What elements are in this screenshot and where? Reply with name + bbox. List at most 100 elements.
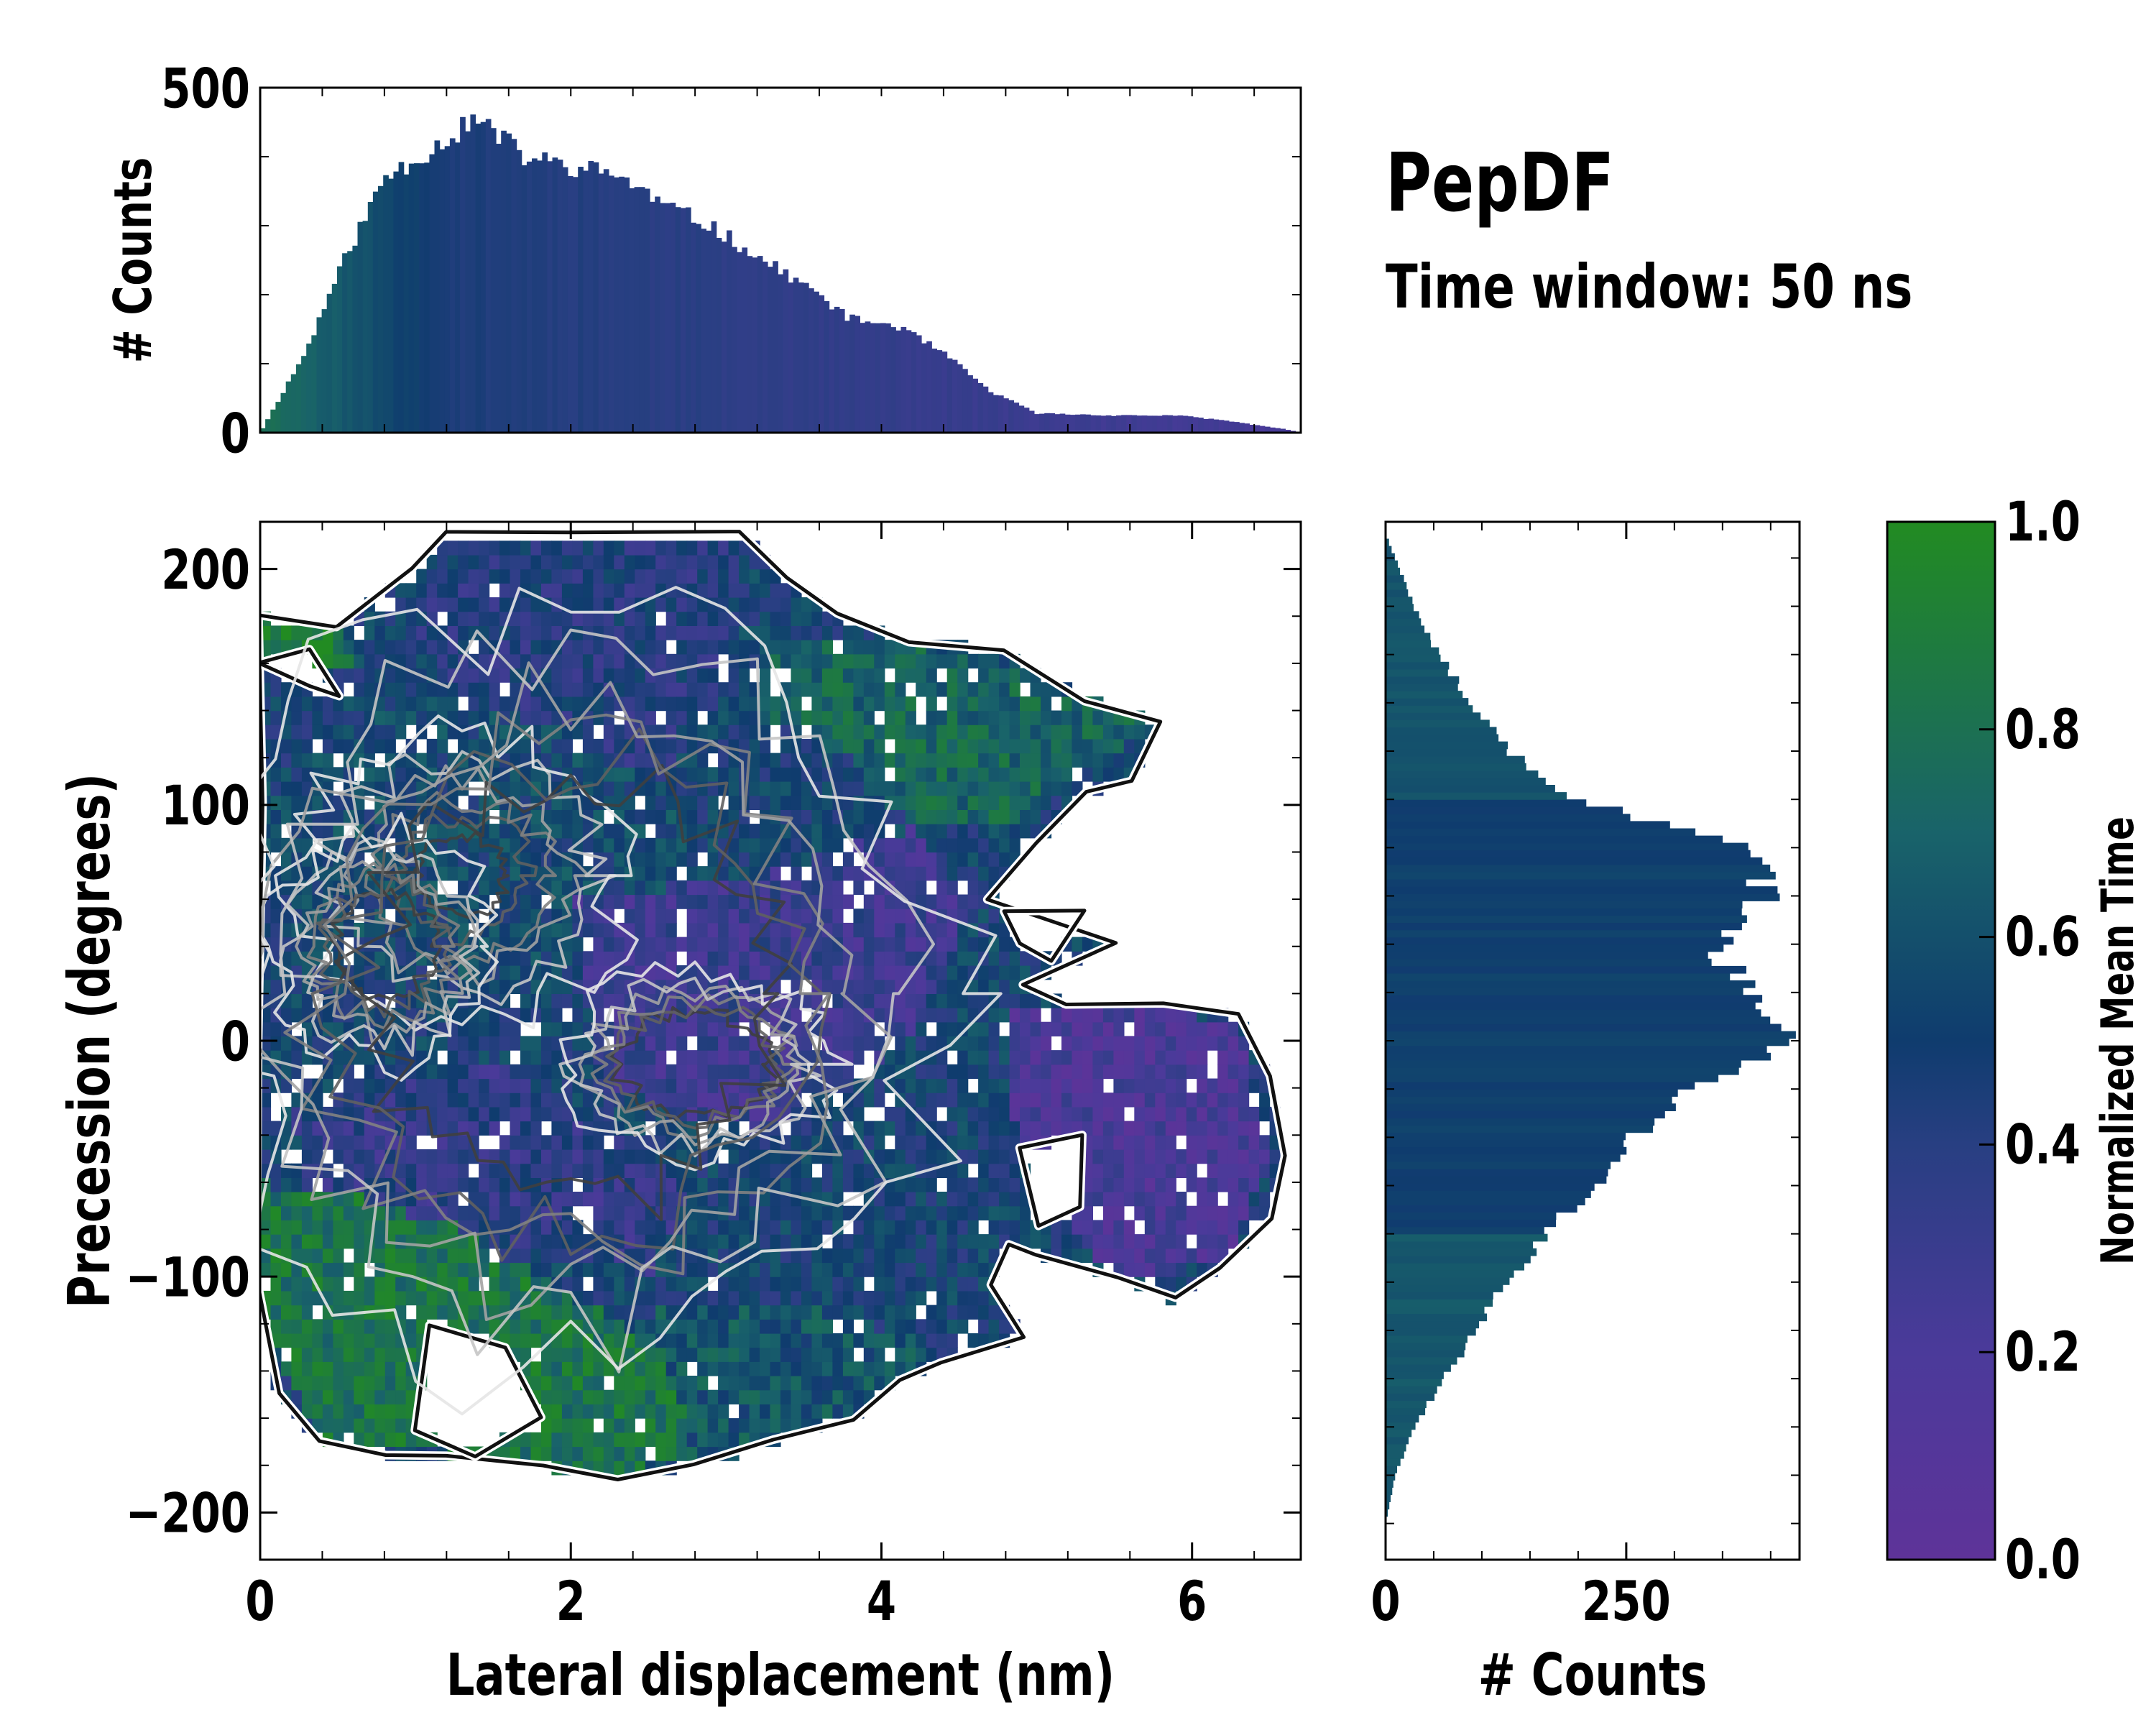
heatmap-cell <box>270 625 282 640</box>
heatmap-cell <box>572 1234 584 1249</box>
heatmap-cell <box>728 852 740 867</box>
heatmap-cell <box>895 710 906 725</box>
heatmap-cell <box>863 951 875 966</box>
heatmap-cell <box>624 1376 635 1391</box>
heatmap-cell <box>354 1106 365 1122</box>
heatmap-cell <box>967 809 979 824</box>
heatmap-cell <box>905 809 916 824</box>
heatmap-cell <box>395 1432 407 1448</box>
heatmap-cell <box>801 1347 813 1362</box>
heatmap-cell <box>936 1078 948 1093</box>
heatmap-cell <box>384 1276 396 1292</box>
heatmap-cell <box>510 1290 521 1306</box>
heatmap-cell <box>665 1192 677 1207</box>
heatmap-cell <box>1186 1220 1197 1235</box>
top-histogram-bar <box>747 256 753 433</box>
heatmap-cell <box>364 625 375 640</box>
heatmap-cell <box>916 809 927 824</box>
heatmap-cell <box>916 781 927 796</box>
top-histogram-bar <box>485 119 492 433</box>
heatmap-cell <box>1217 1021 1229 1036</box>
heatmap-cell <box>832 724 844 740</box>
heatmap-cell <box>333 1149 344 1164</box>
heatmap-cell <box>541 1234 553 1249</box>
heatmap-cell <box>655 668 667 683</box>
heatmap-cell <box>676 1404 688 1419</box>
heatmap-cell <box>270 1021 282 1036</box>
heatmap-cell <box>343 625 354 640</box>
heatmap-cell <box>593 1376 604 1391</box>
heatmap-cell <box>926 809 937 824</box>
heatmap-cell <box>718 1418 729 1433</box>
heatmap-cell <box>530 767 542 782</box>
heatmap-cell <box>1113 1177 1125 1192</box>
heatmap-cell <box>582 922 594 938</box>
heatmap-cell <box>946 1021 958 1036</box>
heatmap-cell <box>665 1319 677 1334</box>
heatmap-cell <box>384 738 396 754</box>
heatmap-cell <box>863 696 875 712</box>
heatmap-cell <box>853 682 865 697</box>
heatmap-cell <box>1123 1163 1135 1178</box>
heatmap-cell <box>301 1319 313 1334</box>
heatmap-cell <box>1197 1021 1208 1036</box>
heatmap-cell <box>1176 1248 1187 1264</box>
heatmap-cell <box>760 1389 771 1404</box>
top-histogram-bar <box>773 261 778 433</box>
heatmap-cell <box>447 1177 459 1192</box>
heatmap-cell <box>842 1248 854 1264</box>
heatmap-cell <box>1092 1092 1104 1108</box>
heatmap-cell <box>270 1319 282 1334</box>
heatmap-cell <box>541 1135 553 1150</box>
heatmap-cell <box>603 540 614 556</box>
heatmap-cell <box>1123 1064 1135 1080</box>
heatmap-cell <box>988 1177 1000 1192</box>
heatmap-cell <box>728 1432 740 1448</box>
heatmap-cell <box>957 1008 969 1023</box>
heatmap-cell <box>665 852 677 867</box>
heatmap-cell <box>541 696 553 712</box>
heatmap-cell <box>874 1078 885 1093</box>
heatmap-cell <box>988 1021 1000 1036</box>
heatmap-cell <box>686 880 698 896</box>
heatmap-cell <box>988 1192 1000 1207</box>
heatmap-cell <box>614 1446 625 1461</box>
heatmap-cell <box>551 979 563 994</box>
heatmap-cell <box>665 1276 677 1292</box>
heatmap-cell <box>916 1135 927 1150</box>
heatmap-cell <box>468 1092 479 1108</box>
heatmap-cell <box>916 1078 927 1093</box>
top-histogram-bar <box>542 152 548 433</box>
heatmap-cell <box>1123 738 1135 754</box>
heatmap-cell <box>603 979 614 994</box>
heatmap-cell <box>551 1418 563 1433</box>
heatmap-cell <box>936 852 948 867</box>
heatmap-cell <box>739 1050 750 1065</box>
heatmap-cell <box>926 824 937 839</box>
heatmap-cell <box>863 753 875 768</box>
heatmap-cell <box>988 866 1000 881</box>
heatmap-cell <box>791 809 802 824</box>
top-histogram-bar <box>696 224 701 433</box>
heatmap-cell <box>832 908 844 924</box>
heatmap-cell <box>936 1021 948 1036</box>
heatmap-cell <box>1072 1248 1083 1264</box>
heatmap-cell <box>281 1177 292 1192</box>
heatmap-cell <box>635 922 646 938</box>
top-histogram-bar <box>870 323 876 433</box>
heatmap-cell <box>333 710 344 725</box>
heatmap-cell <box>572 1446 584 1461</box>
heatmap-cell <box>707 583 719 598</box>
heatmap-cell <box>863 767 875 782</box>
heatmap-cell <box>1030 1050 1041 1065</box>
top-histogram-bar <box>1023 408 1030 433</box>
heatmap-cell <box>686 852 698 867</box>
heatmap-cell <box>905 1333 916 1348</box>
heatmap-cell <box>468 1064 479 1080</box>
heatmap-cell <box>541 1248 553 1264</box>
heatmap-cell <box>957 1248 969 1264</box>
heatmap-cell <box>561 1121 573 1136</box>
heatmap-cell <box>665 1177 677 1192</box>
heatmap-cell <box>749 1389 760 1404</box>
heatmap-cell <box>635 1333 646 1348</box>
